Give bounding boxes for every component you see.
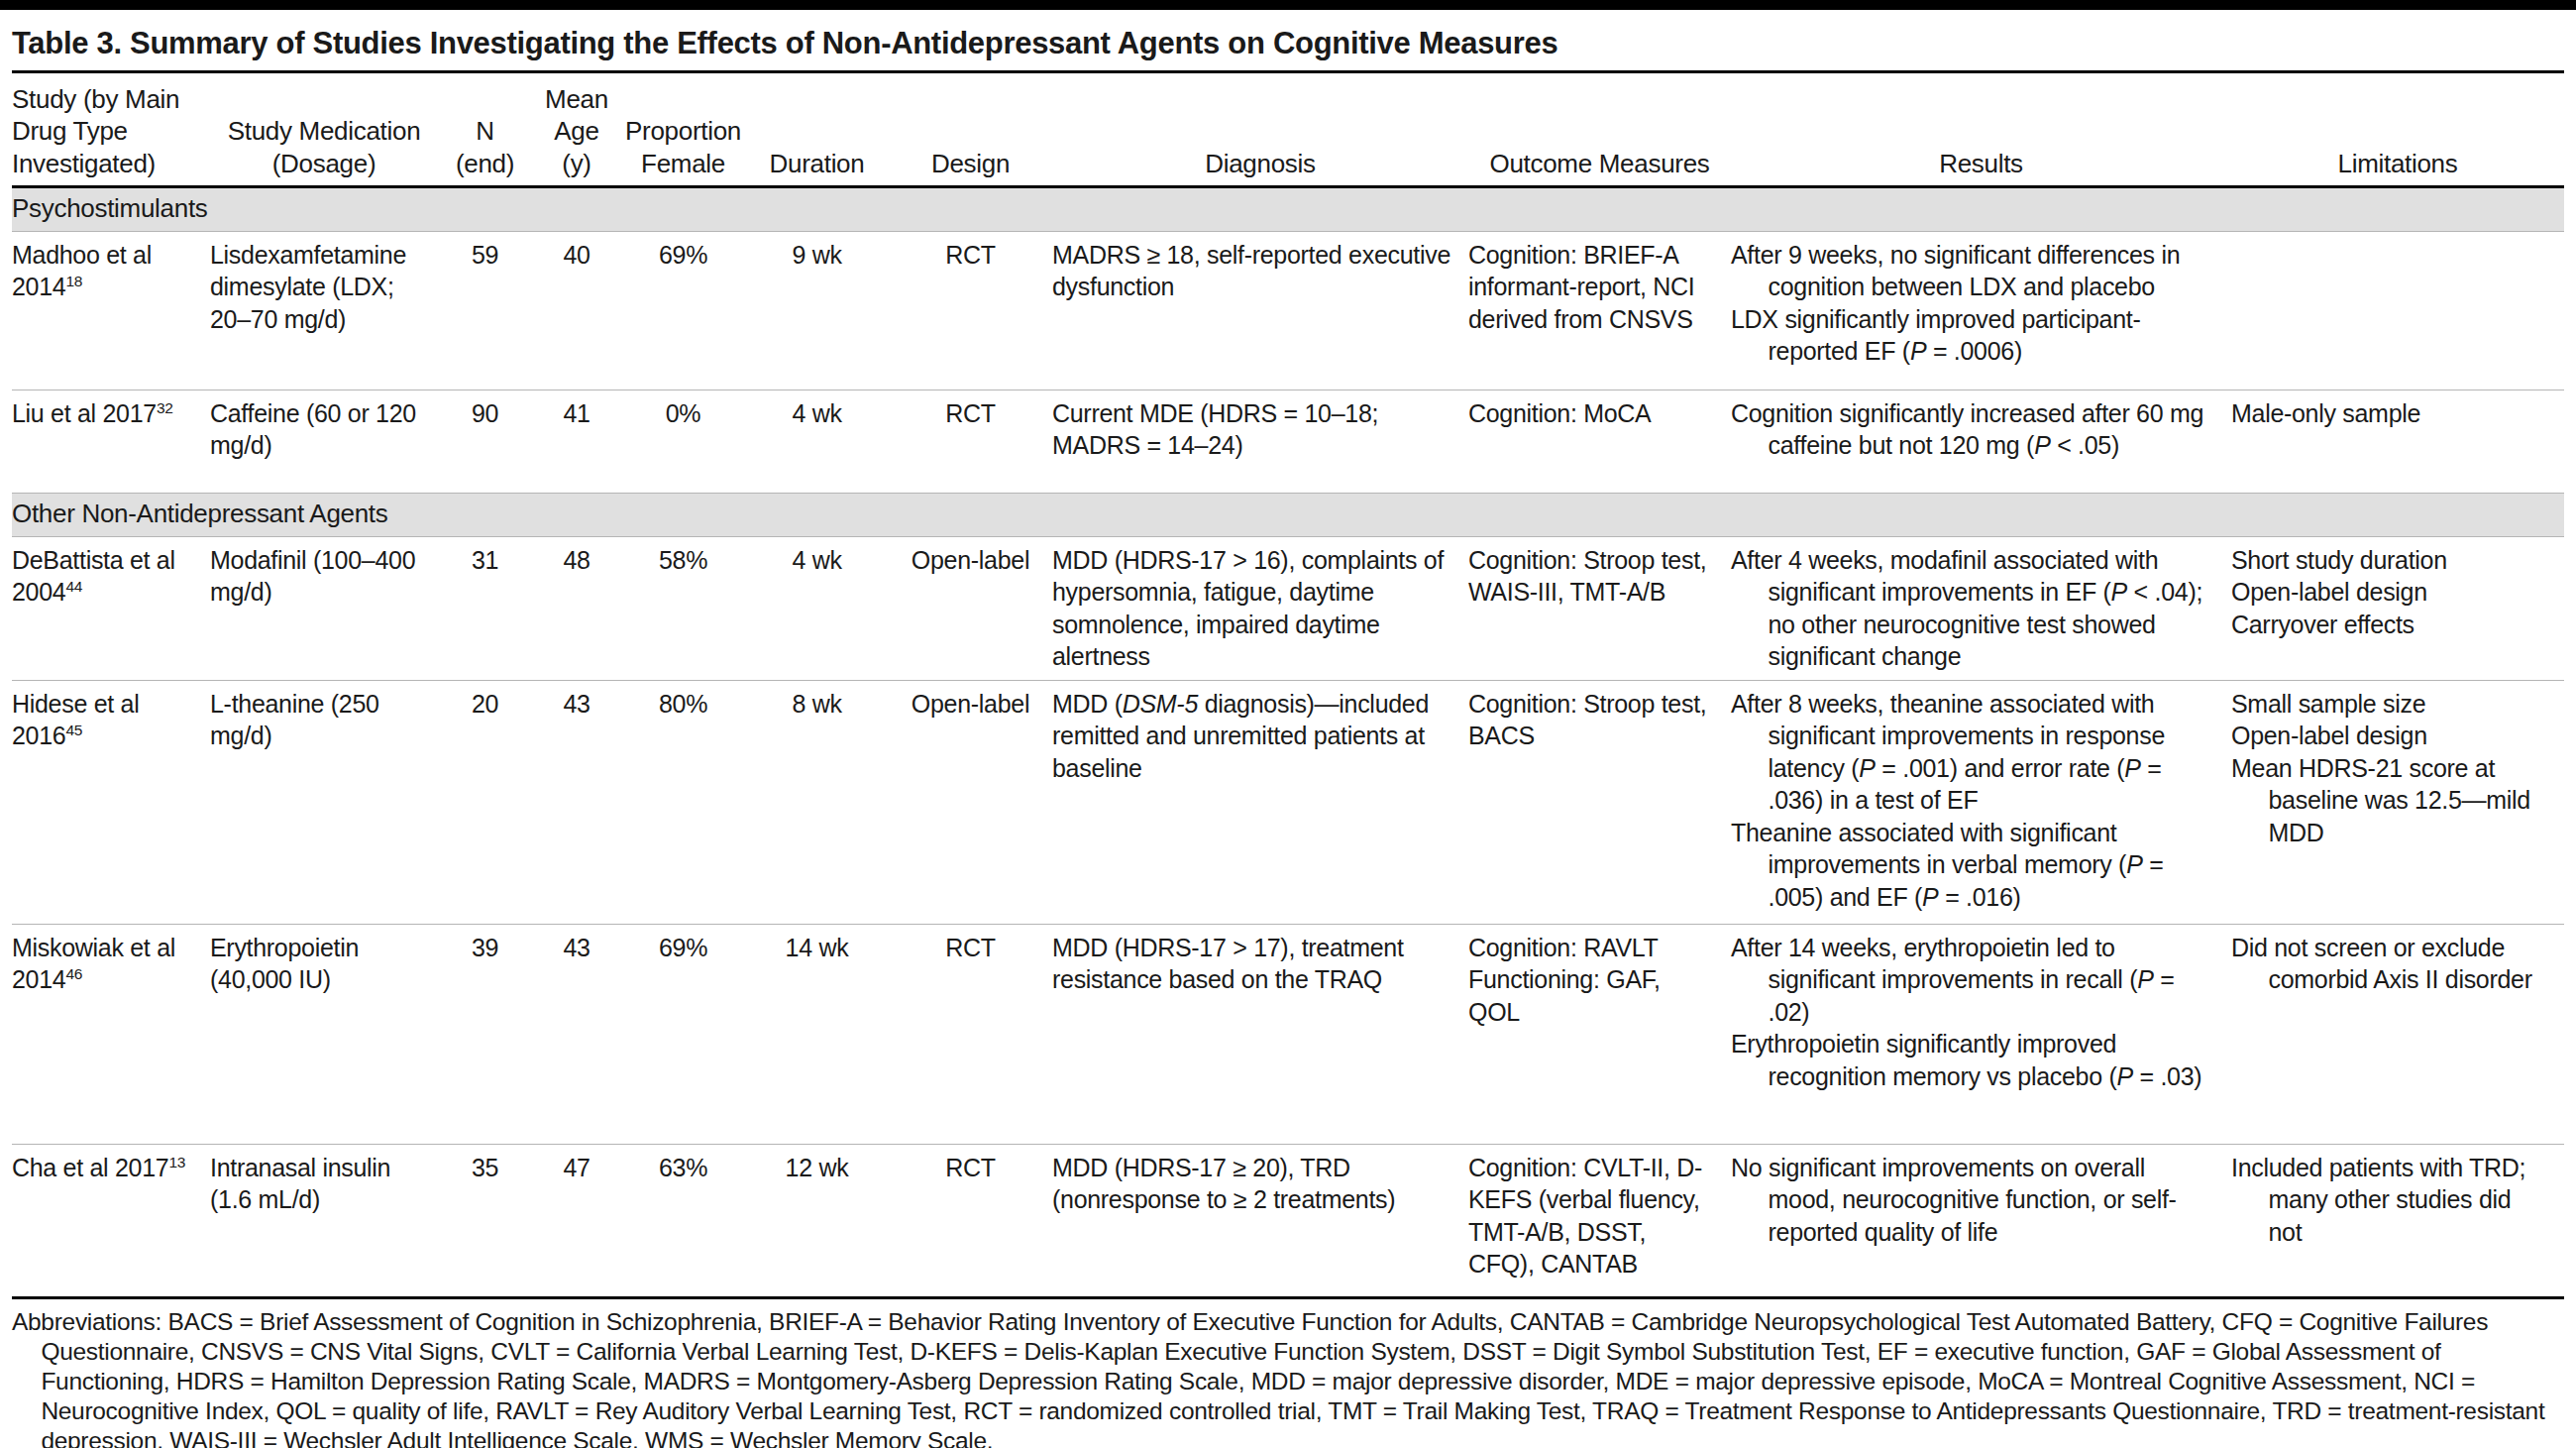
summary-table: Study (by Main Drug Type Investigated) S… [12, 73, 2564, 1297]
cell-mean-age: 47 [532, 1144, 621, 1296]
cell-duration: 12 wk [745, 1144, 889, 1296]
section-label: Psychostimulants [12, 187, 2564, 232]
cell-diagnosis: MADRS ≥ 18, self-reported executive dysf… [1052, 231, 1468, 390]
cell-diagnosis: MDD (HDRS-17 ≥ 20), TRD (nonresponse to … [1052, 1144, 1468, 1296]
cell-n-end: 90 [438, 390, 532, 493]
column-header-study: Study (by Main Drug Type Investigated) [12, 73, 210, 187]
cell-design: RCT [889, 924, 1052, 1144]
cell-design: Open-label [889, 536, 1052, 680]
cell-duration: 4 wk [745, 536, 889, 680]
cell-mean-age: 41 [532, 390, 621, 493]
cell-mean-age: 43 [532, 924, 621, 1144]
cell-medication: Lisdexamfetamine dimesylate (LDX; 20–70 … [210, 231, 438, 390]
cell-limitations: Small sample sizeOpen-label designMean H… [2231, 680, 2564, 924]
section-header-row: Psychostimulants [12, 187, 2564, 232]
cell-duration: 14 wk [745, 924, 889, 1144]
cell-diagnosis: Current MDE (HDRS = 10–18; MADRS = 14–24… [1052, 390, 1468, 493]
cell-mean-age: 43 [532, 680, 621, 924]
cell-duration: 8 wk [745, 680, 889, 924]
cell-proportion-female: 0% [621, 390, 745, 493]
column-header-outcomes: Outcome Measures [1468, 73, 1731, 187]
column-header-limitations: Limitations [2231, 73, 2564, 187]
column-header-n: N (end) [438, 73, 532, 187]
cell-outcome-measures: Cognition: MoCA [1468, 390, 1731, 493]
cell-design: Open-label [889, 680, 1052, 924]
cell-study: Miskowiak et al 201446 [12, 924, 210, 1144]
cell-mean-age: 40 [532, 231, 621, 390]
column-header-results: Results [1731, 73, 2231, 187]
cell-study: Hidese et al 201645 [12, 680, 210, 924]
abbreviations-footnote: Abbreviations: BACS = Brief Assessment o… [12, 1296, 2564, 1448]
cell-diagnosis: MDD (DSM-5 diagnosis)—included remitted … [1052, 680, 1468, 924]
table-row: Liu et al 201732Caffeine (60 or 120 mg/d… [12, 390, 2564, 493]
cell-limitations: Male-only sample [2231, 390, 2564, 493]
cell-diagnosis: MDD (HDRS-17 > 16), complaints of hypers… [1052, 536, 1468, 680]
cell-proportion-female: 80% [621, 680, 745, 924]
cell-medication: Erythropoietin (40,000 IU) [210, 924, 438, 1144]
cell-results: Cognition significantly increased after … [1731, 390, 2231, 493]
cell-design: RCT [889, 390, 1052, 493]
cell-outcome-measures: Cognition: RAVLTFunctioning: GAF, QOL [1468, 924, 1731, 1144]
cell-duration: 9 wk [745, 231, 889, 390]
cell-medication: L-theanine (250 mg/d) [210, 680, 438, 924]
cell-outcome-measures: Cognition: BRIEF-A informant-report, NCI… [1468, 231, 1731, 390]
cell-proportion-female: 69% [621, 924, 745, 1144]
column-header-age: Mean Age (y) [532, 73, 621, 187]
cell-proportion-female: 69% [621, 231, 745, 390]
cell-outcome-measures: Cognition: CVLT-II, D-KEFS (verbal fluen… [1468, 1144, 1731, 1296]
column-header-medication: Study Medication (Dosage) [210, 73, 438, 187]
cell-study: Cha et al 201713 [12, 1144, 210, 1296]
cell-study: Madhoo et al 201418 [12, 231, 210, 390]
cell-design: RCT [889, 1144, 1052, 1296]
cell-n-end: 31 [438, 536, 532, 680]
cell-n-end: 59 [438, 231, 532, 390]
column-header-duration: Duration [745, 73, 889, 187]
abbreviations-text: Abbreviations: BACS = Brief Assessment o… [12, 1307, 2564, 1448]
table-header: Study (by Main Drug Type Investigated) S… [12, 73, 2564, 187]
cell-study: Liu et al 201732 [12, 390, 210, 493]
table-3-page: Table 3. Summary of Studies Investigatin… [0, 0, 2576, 1448]
cell-n-end: 20 [438, 680, 532, 924]
cell-limitations [2231, 231, 2564, 390]
cell-diagnosis: MDD (HDRS-17 > 17), treatment resistance… [1052, 924, 1468, 1144]
cell-outcome-measures: Cognition: Stroop test, BACS [1468, 680, 1731, 924]
table-row: Madhoo et al 201418Lisdexamfetamine dime… [12, 231, 2564, 390]
cell-duration: 4 wk [745, 390, 889, 493]
table-row: DeBattista et al 200444Modafinil (100–40… [12, 536, 2564, 680]
section-header-row: Other Non-Antidepressant Agents [12, 493, 2564, 536]
table-row: Miskowiak et al 201446Erythropoietin (40… [12, 924, 2564, 1144]
cell-results: No significant improvements on overall m… [1731, 1144, 2231, 1296]
table-row: Hidese et al 201645L-theanine (250 mg/d)… [12, 680, 2564, 924]
cell-n-end: 39 [438, 924, 532, 1144]
table-title: Table 3. Summary of Studies Investigatin… [12, 18, 2564, 73]
cell-design: RCT [889, 231, 1052, 390]
cell-results: After 8 weeks, theanine associated with … [1731, 680, 2231, 924]
header-row: Study (by Main Drug Type Investigated) S… [12, 73, 2564, 187]
cell-limitations: Short study durationOpen-label designCar… [2231, 536, 2564, 680]
cell-results: After 4 weeks, modafinil associated with… [1731, 536, 2231, 680]
cell-study: DeBattista et al 200444 [12, 536, 210, 680]
section-label: Other Non-Antidepressant Agents [12, 493, 2564, 536]
cell-proportion-female: 63% [621, 1144, 745, 1296]
column-header-female: Proportion Female [621, 73, 745, 187]
cell-limitations: Included patients with TRD; many other s… [2231, 1144, 2564, 1296]
table-row: Cha et al 201713Intranasal insulin (1.6 … [12, 1144, 2564, 1296]
cell-mean-age: 48 [532, 536, 621, 680]
cell-medication: Modafinil (100–400 mg/d) [210, 536, 438, 680]
cell-results: After 14 weeks, erythropoietin led to si… [1731, 924, 2231, 1144]
cell-medication: Caffeine (60 or 120 mg/d) [210, 390, 438, 493]
column-header-diagnosis: Diagnosis [1052, 73, 1468, 187]
cell-medication: Intranasal insulin (1.6 mL/d) [210, 1144, 438, 1296]
cell-limitations: Did not screen or exclude comorbid Axis … [2231, 924, 2564, 1144]
column-header-design: Design [889, 73, 1052, 187]
table-body: PsychostimulantsMadhoo et al 201418Lisde… [12, 187, 2564, 1297]
cell-proportion-female: 58% [621, 536, 745, 680]
cell-results: After 9 weeks, no significant difference… [1731, 231, 2231, 390]
cell-outcome-measures: Cognition: Stroop test, WAIS-III, TMT-A/… [1468, 536, 1731, 680]
cell-n-end: 35 [438, 1144, 532, 1296]
